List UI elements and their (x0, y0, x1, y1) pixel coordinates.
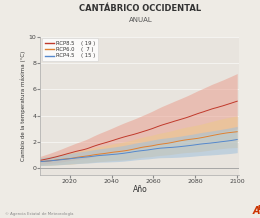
Y-axis label: Cambio de la temperatura máxima (°C): Cambio de la temperatura máxima (°C) (20, 51, 26, 161)
X-axis label: Año: Año (133, 185, 147, 194)
Text: A: A (252, 206, 260, 216)
Text: ANUAL: ANUAL (128, 17, 152, 24)
Text: Emet: Emet (257, 205, 260, 211)
Text: CANTÁBRICO OCCIDENTAL: CANTÁBRICO OCCIDENTAL (79, 4, 202, 13)
Legend: RCP8.5    ( 19 ), RCP6.0    (  7 ), RCP4.5    ( 15 ): RCP8.5 ( 19 ), RCP6.0 ( 7 ), RCP4.5 ( 15… (42, 38, 98, 61)
Text: © Agencia Estatal de Meteorología: © Agencia Estatal de Meteorología (5, 212, 74, 216)
